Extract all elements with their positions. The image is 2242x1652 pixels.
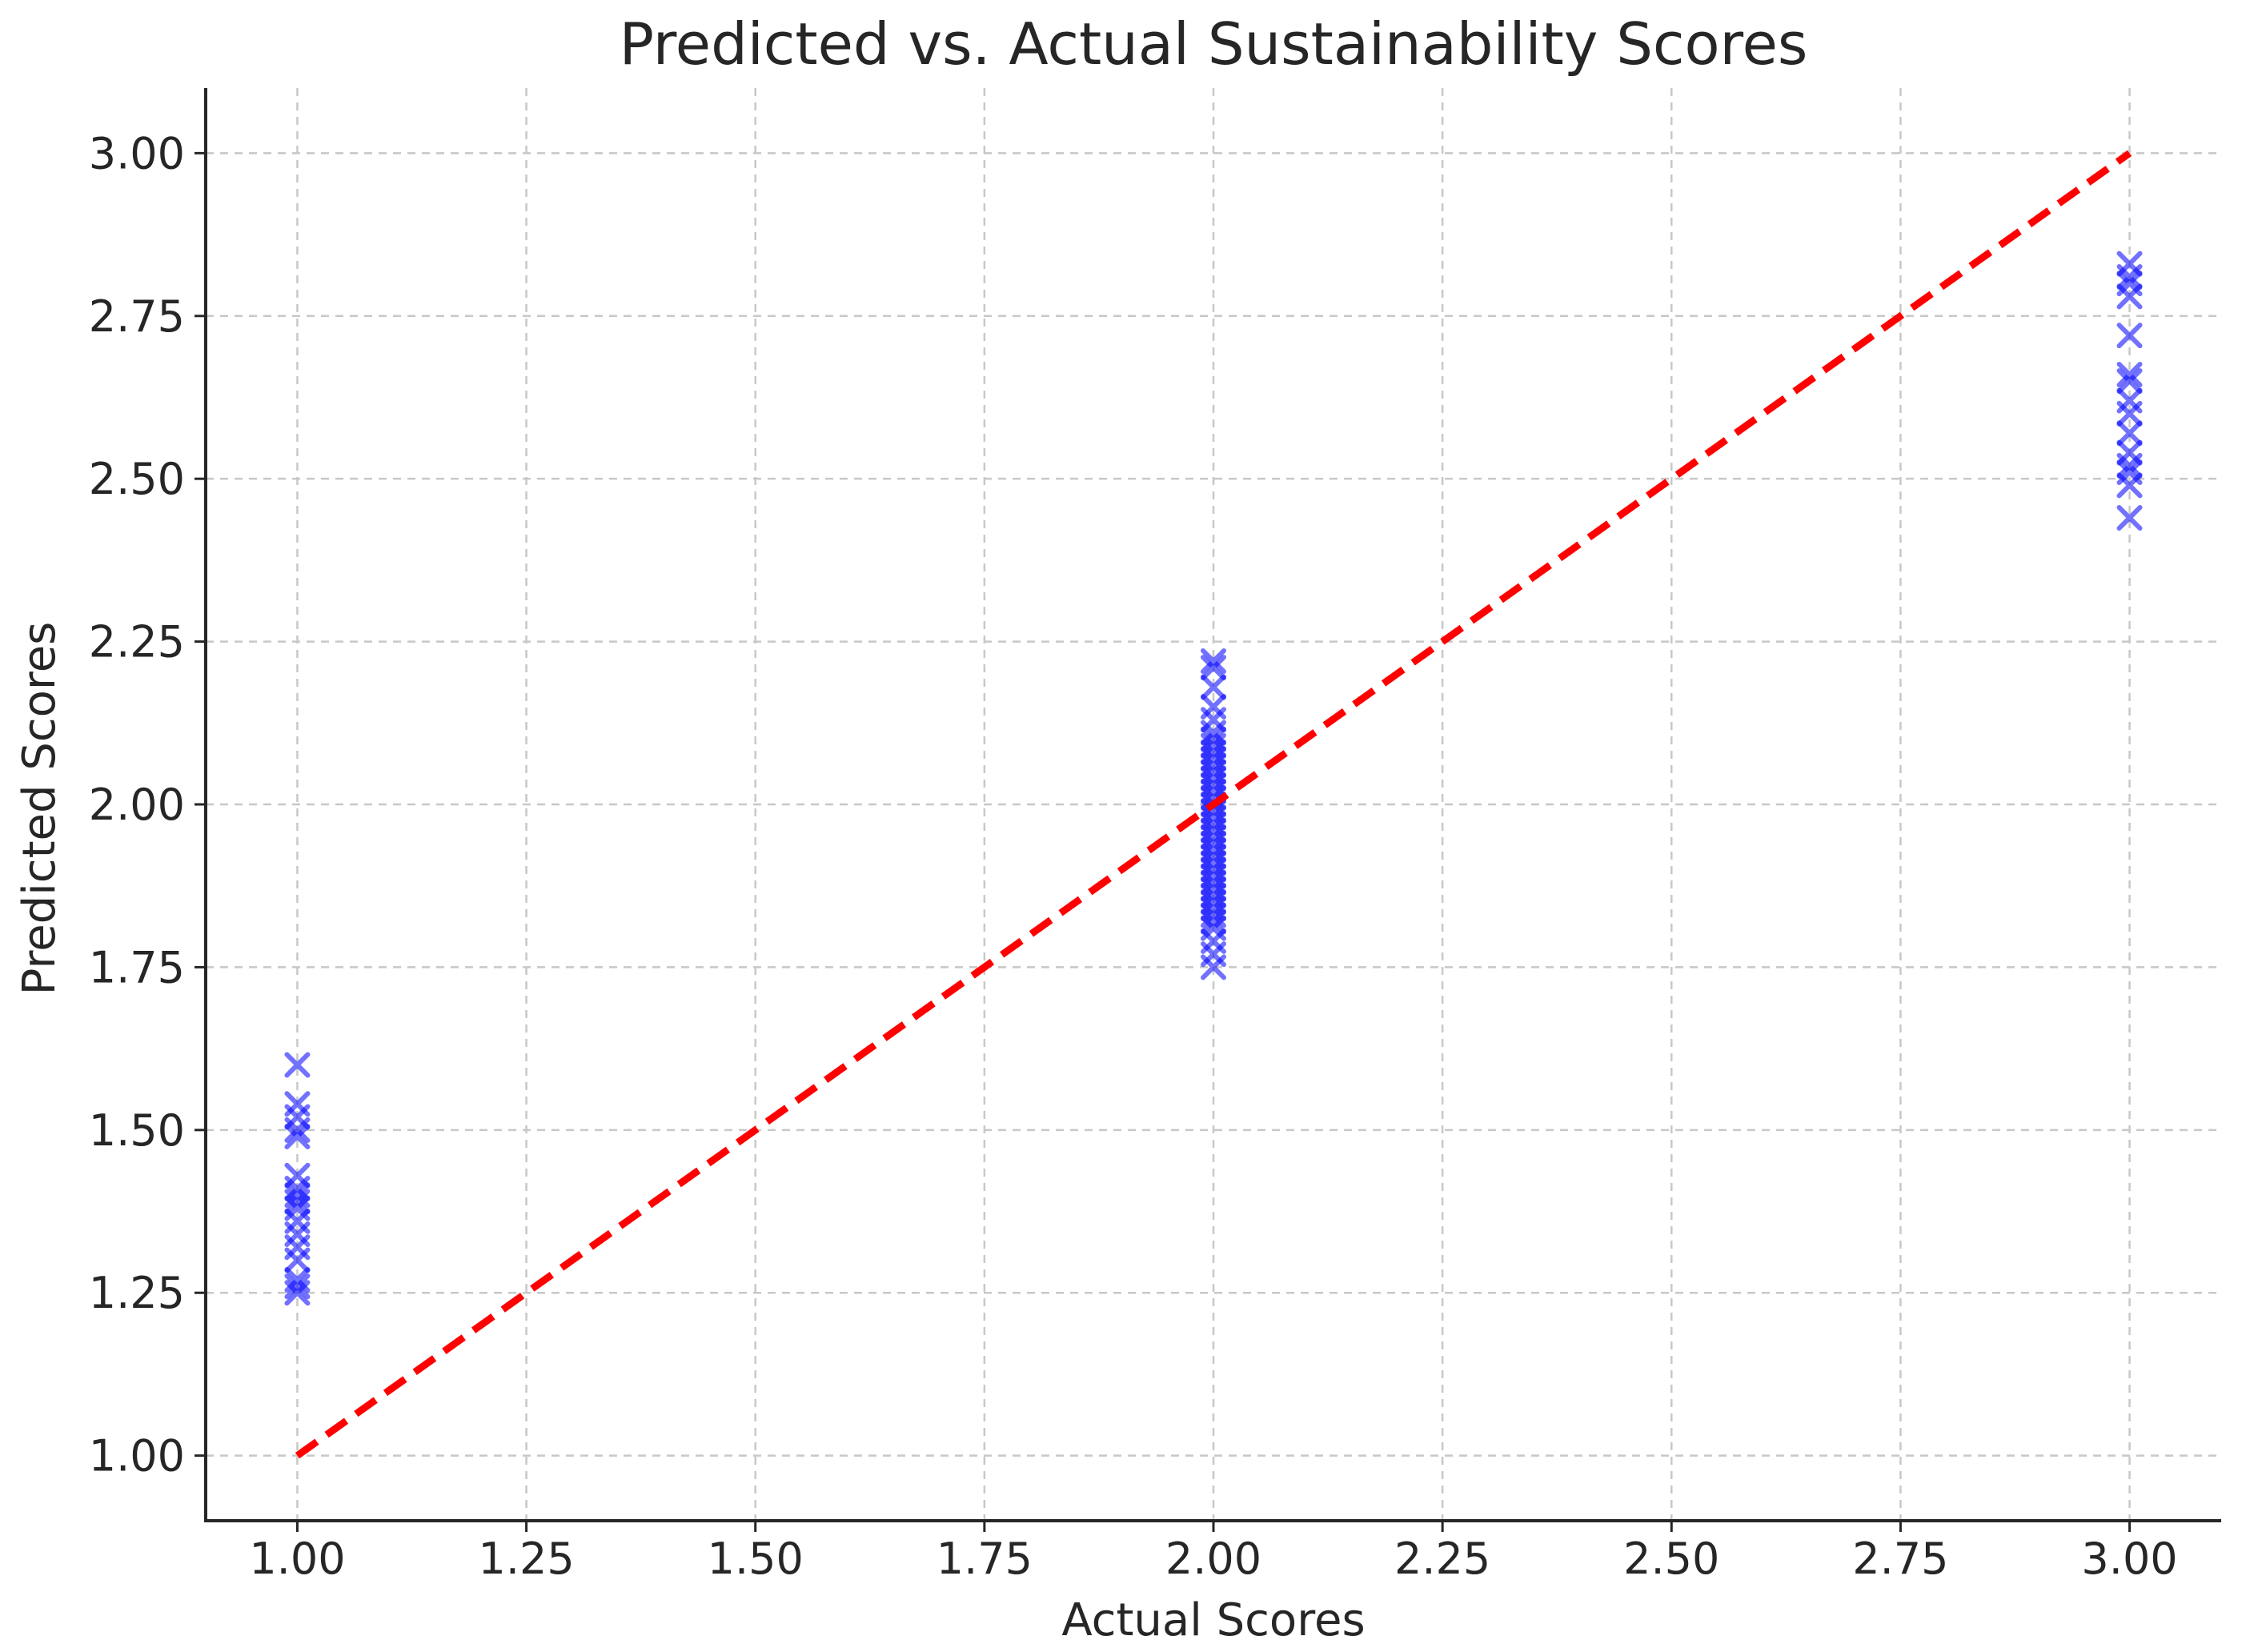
x-tick-label: 3.00	[2081, 1534, 2177, 1584]
chart-title: Predicted vs. Actual Sustainability Scor…	[620, 10, 1808, 78]
data-point	[2116, 323, 2143, 349]
data-point	[1201, 655, 1226, 681]
x-tick-label: 1.75	[937, 1534, 1033, 1584]
x-tick-label: 2.50	[1623, 1534, 1719, 1584]
data-point	[2116, 505, 2143, 531]
data-point	[2116, 400, 2143, 427]
x-tick-label: 2.25	[1394, 1534, 1490, 1584]
x-tick-label: 2.00	[1165, 1534, 1261, 1584]
reference-line-group	[295, 150, 2132, 1459]
x-tick-label: 2.75	[1852, 1534, 1948, 1584]
y-tick-label: 1.50	[89, 1105, 185, 1156]
y-tick-label: 1.25	[89, 1268, 185, 1318]
data-point	[284, 1273, 311, 1300]
data-point	[1201, 908, 1226, 935]
axis-spines	[204, 88, 2221, 1522]
data-point	[284, 1280, 311, 1306]
y-tick-label: 1.75	[89, 942, 185, 992]
data-point	[1201, 648, 1226, 674]
x-tick-label: 1.00	[249, 1534, 345, 1584]
x-tick-label: 1.50	[708, 1534, 804, 1584]
data-point	[284, 1117, 311, 1143]
reference-line	[295, 150, 2132, 1459]
x-tick-label: 1.25	[478, 1534, 574, 1584]
grid	[206, 88, 2221, 1521]
data-point	[2116, 283, 2143, 310]
axes: 1.00 1.25 1.50 1.75 2.00 2.25 2.50 2.75 3.00 1.00…	[89, 88, 2221, 1584]
data-point	[2116, 368, 2143, 395]
data-point	[1201, 674, 1226, 700]
data-point	[2116, 362, 2143, 387]
data-point	[2116, 263, 2143, 290]
y-axis-label: Predicted Scores	[14, 622, 66, 996]
data-point	[284, 1052, 311, 1078]
y-tick-label: 2.00	[89, 780, 185, 830]
data-points	[284, 251, 2143, 1306]
data-point	[284, 1123, 311, 1149]
y-tick-label: 3.00	[89, 128, 185, 178]
y-tick-label: 2.75	[89, 291, 185, 342]
y-tick-label: 1.00	[89, 1431, 185, 1482]
data-point	[284, 1247, 311, 1273]
y-tick-label: 2.50	[89, 454, 185, 504]
data-point	[2116, 472, 2143, 499]
data-point	[1201, 954, 1226, 980]
y-tick-label: 2.25	[89, 617, 185, 668]
data-point	[284, 1189, 311, 1215]
x-axis-label: Actual Scores	[1061, 1594, 1365, 1646]
data-point	[2116, 452, 2143, 479]
data-point	[2116, 420, 2143, 447]
